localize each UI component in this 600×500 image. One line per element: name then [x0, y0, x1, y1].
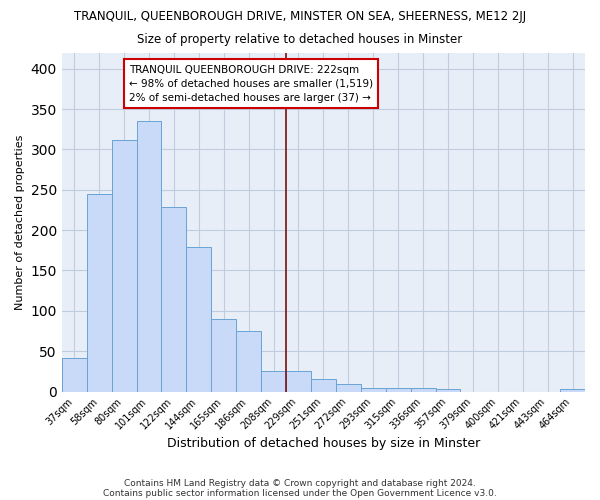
Bar — [410, 388, 436, 392]
Text: Contains HM Land Registry data © Crown copyright and database right 2024.: Contains HM Land Registry data © Crown c… — [124, 478, 476, 488]
Bar — [261, 372, 286, 392]
Bar — [112, 140, 137, 392]
Text: Size of property relative to detached houses in Minster: Size of property relative to detached ho… — [137, 32, 463, 46]
Bar — [286, 372, 311, 392]
Bar — [336, 384, 361, 392]
Bar — [187, 247, 211, 392]
Bar — [211, 319, 236, 392]
Text: TRANQUIL, QUEENBOROUGH DRIVE, MINSTER ON SEA, SHEERNESS, ME12 2JJ: TRANQUIL, QUEENBOROUGH DRIVE, MINSTER ON… — [74, 10, 526, 23]
Bar — [236, 331, 261, 392]
Bar — [87, 194, 112, 392]
Bar — [62, 358, 87, 392]
Y-axis label: Number of detached properties: Number of detached properties — [15, 134, 25, 310]
Text: TRANQUIL QUEENBOROUGH DRIVE: 222sqm
← 98% of detached houses are smaller (1,519): TRANQUIL QUEENBOROUGH DRIVE: 222sqm ← 98… — [129, 64, 373, 102]
Bar — [311, 378, 336, 392]
Bar — [436, 389, 460, 392]
Bar — [560, 389, 585, 392]
X-axis label: Distribution of detached houses by size in Minster: Distribution of detached houses by size … — [167, 437, 480, 450]
Bar — [161, 206, 187, 392]
Bar — [137, 121, 161, 392]
Text: Contains public sector information licensed under the Open Government Licence v3: Contains public sector information licen… — [103, 488, 497, 498]
Bar — [386, 388, 410, 392]
Bar — [361, 388, 386, 392]
